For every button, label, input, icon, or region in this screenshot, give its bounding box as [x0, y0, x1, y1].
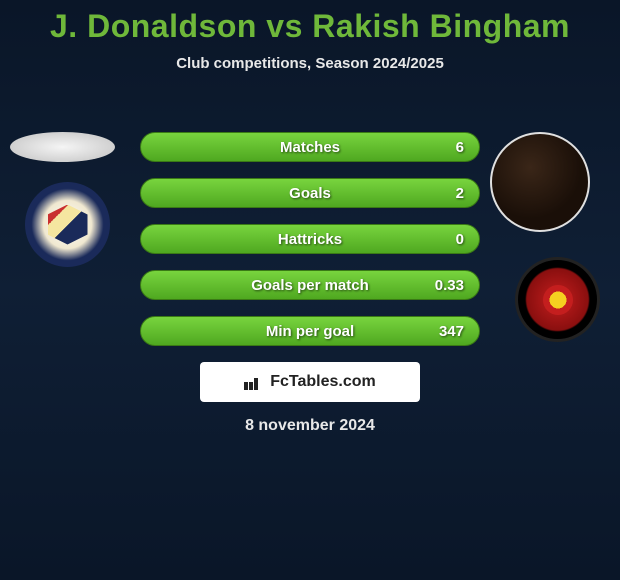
stat-value: 2 [456, 185, 464, 202]
stat-label: Goals [289, 185, 331, 202]
stat-row-goals-per-match: Goals per match 0.33 [140, 270, 480, 300]
brand-text: FcTables.com [270, 373, 376, 391]
stat-row-matches: Matches 6 [140, 132, 480, 162]
subtitle: Club competitions, Season 2024/2025 [0, 55, 620, 72]
stat-label: Min per goal [266, 323, 354, 340]
page-title: J. Donaldson vs Rakish Bingham [0, 0, 620, 45]
bar-chart-icon [244, 374, 264, 390]
stat-row-min-per-goal: Min per goal 347 [140, 316, 480, 346]
stat-value: 6 [456, 139, 464, 156]
club-left-badge [25, 182, 110, 267]
stat-value: 0 [456, 231, 464, 248]
club-right-badge [515, 257, 600, 342]
stat-label: Matches [280, 139, 340, 156]
player-left-avatar [10, 132, 115, 162]
brand-box: FcTables.com [200, 362, 420, 402]
stats-list: Matches 6 Goals 2 Hattricks 0 Goals per … [140, 132, 480, 362]
stat-value: 0.33 [435, 277, 464, 294]
stat-label: Goals per match [251, 277, 369, 294]
stat-label: Hattricks [278, 231, 342, 248]
date-label: 8 november 2024 [0, 417, 620, 435]
stat-value: 347 [439, 323, 464, 340]
player-right-avatar [490, 132, 590, 232]
stat-row-hattricks: Hattricks 0 [140, 224, 480, 254]
stat-row-goals: Goals 2 [140, 178, 480, 208]
